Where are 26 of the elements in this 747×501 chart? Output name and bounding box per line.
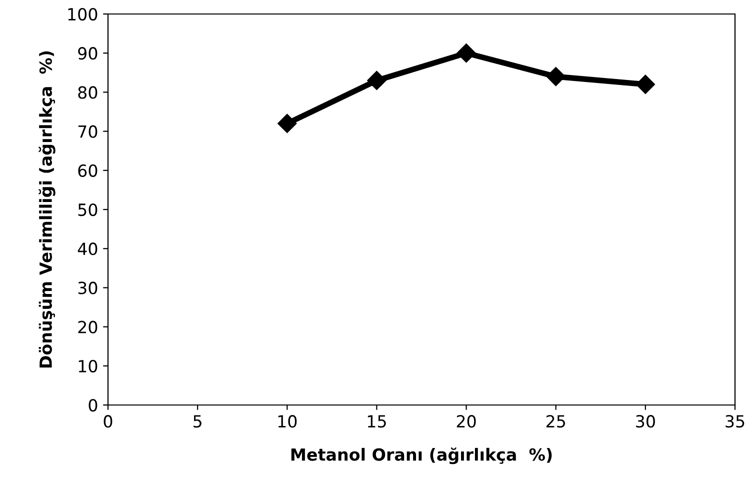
x-tick-label: 30	[636, 415, 655, 428]
y-tick-label: 70	[78, 125, 98, 138]
y-tick-label: 50	[78, 203, 98, 216]
y-tick-label: 0	[88, 398, 98, 412]
x-tick-label: 15	[368, 415, 386, 428]
point	[546, 67, 566, 86]
x-tick-label: 0	[104, 415, 112, 428]
y-tick-label: 20	[78, 320, 98, 334]
y-tick-label: 40	[78, 242, 98, 256]
x-tick-label: 20	[456, 415, 476, 428]
point	[636, 74, 655, 94]
x-tick-label: 35	[726, 415, 744, 428]
y-tick-label: 100	[68, 8, 98, 21]
y-tick-label: 90	[78, 47, 98, 60]
y-tick-label: 10	[78, 360, 98, 372]
point	[456, 44, 476, 63]
y-tick-label: 30	[78, 282, 98, 294]
y-tick-label: 80	[78, 86, 98, 99]
point	[278, 114, 297, 134]
y-tick-label: 60	[78, 164, 98, 177]
x-tick-label: 25	[546, 415, 566, 428]
x-tick-label: 5	[194, 415, 202, 428]
y-axis-title: Dönüşüm Verimliliği (ağırlıkça %)	[38, 51, 56, 368]
point	[367, 70, 386, 90]
x-axis-title: Metanol Oranı (ağırlıkça %)	[291, 448, 552, 464]
x-tick-label: 10	[278, 415, 297, 428]
